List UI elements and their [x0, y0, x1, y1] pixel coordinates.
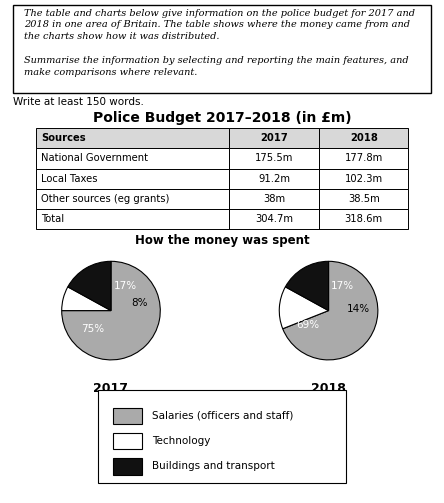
Bar [36, 169, 230, 189]
Bar [319, 148, 408, 169]
Text: 91.2m: 91.2m [258, 174, 290, 184]
Text: 177.8m: 177.8m [345, 153, 383, 163]
Text: Buildings and transport: Buildings and transport [152, 461, 275, 471]
Text: The table and charts below give information on the police budget for 2017 and
20: The table and charts below give informat… [24, 9, 415, 76]
Text: 2018: 2018 [350, 133, 378, 143]
Text: Police Budget 2017–2018 (in £m): Police Budget 2017–2018 (in £m) [93, 111, 351, 125]
Text: Write at least 150 words.: Write at least 150 words. [13, 97, 144, 107]
Wedge shape [285, 262, 329, 311]
Text: Technology: Technology [152, 436, 211, 446]
Text: Salaries (officers and staff): Salaries (officers and staff) [152, 411, 294, 421]
Text: 38.5m: 38.5m [348, 194, 380, 204]
Bar [36, 209, 230, 229]
Text: 2017: 2017 [94, 382, 128, 395]
Text: 175.5m: 175.5m [255, 153, 293, 163]
Bar [230, 128, 319, 148]
Text: 102.3m: 102.3m [345, 174, 383, 184]
Text: 2017: 2017 [260, 133, 288, 143]
Text: National Government: National Government [41, 153, 148, 163]
Bar [113, 458, 143, 474]
Text: 2018: 2018 [311, 382, 346, 395]
Wedge shape [279, 287, 329, 329]
Text: 17%: 17% [331, 281, 354, 291]
Text: Local Taxes: Local Taxes [41, 174, 98, 184]
Bar [319, 209, 408, 229]
Bar [36, 189, 230, 209]
Text: How the money was spent: How the money was spent [135, 234, 309, 246]
Wedge shape [283, 262, 378, 360]
Bar [319, 128, 408, 148]
Bar [36, 128, 230, 148]
Text: 17%: 17% [114, 281, 137, 291]
Bar [230, 209, 319, 229]
Text: 14%: 14% [346, 304, 370, 314]
Bar [113, 407, 143, 424]
Wedge shape [62, 262, 160, 360]
Text: 8%: 8% [131, 298, 148, 308]
Text: 69%: 69% [296, 320, 319, 330]
Bar [230, 148, 319, 169]
Bar [319, 169, 408, 189]
Wedge shape [62, 287, 111, 311]
Bar [113, 433, 143, 449]
Text: Total: Total [41, 214, 64, 224]
Bar [319, 189, 408, 209]
Wedge shape [68, 262, 111, 311]
Text: 38m: 38m [263, 194, 285, 204]
Bar [230, 169, 319, 189]
Text: Other sources (eg grants): Other sources (eg grants) [41, 194, 170, 204]
Bar [36, 148, 230, 169]
Bar [230, 189, 319, 209]
Text: Sources: Sources [41, 133, 86, 143]
FancyBboxPatch shape [13, 5, 431, 93]
Text: 318.6m: 318.6m [345, 214, 383, 224]
Text: 304.7m: 304.7m [255, 214, 293, 224]
Text: 75%: 75% [81, 324, 104, 333]
